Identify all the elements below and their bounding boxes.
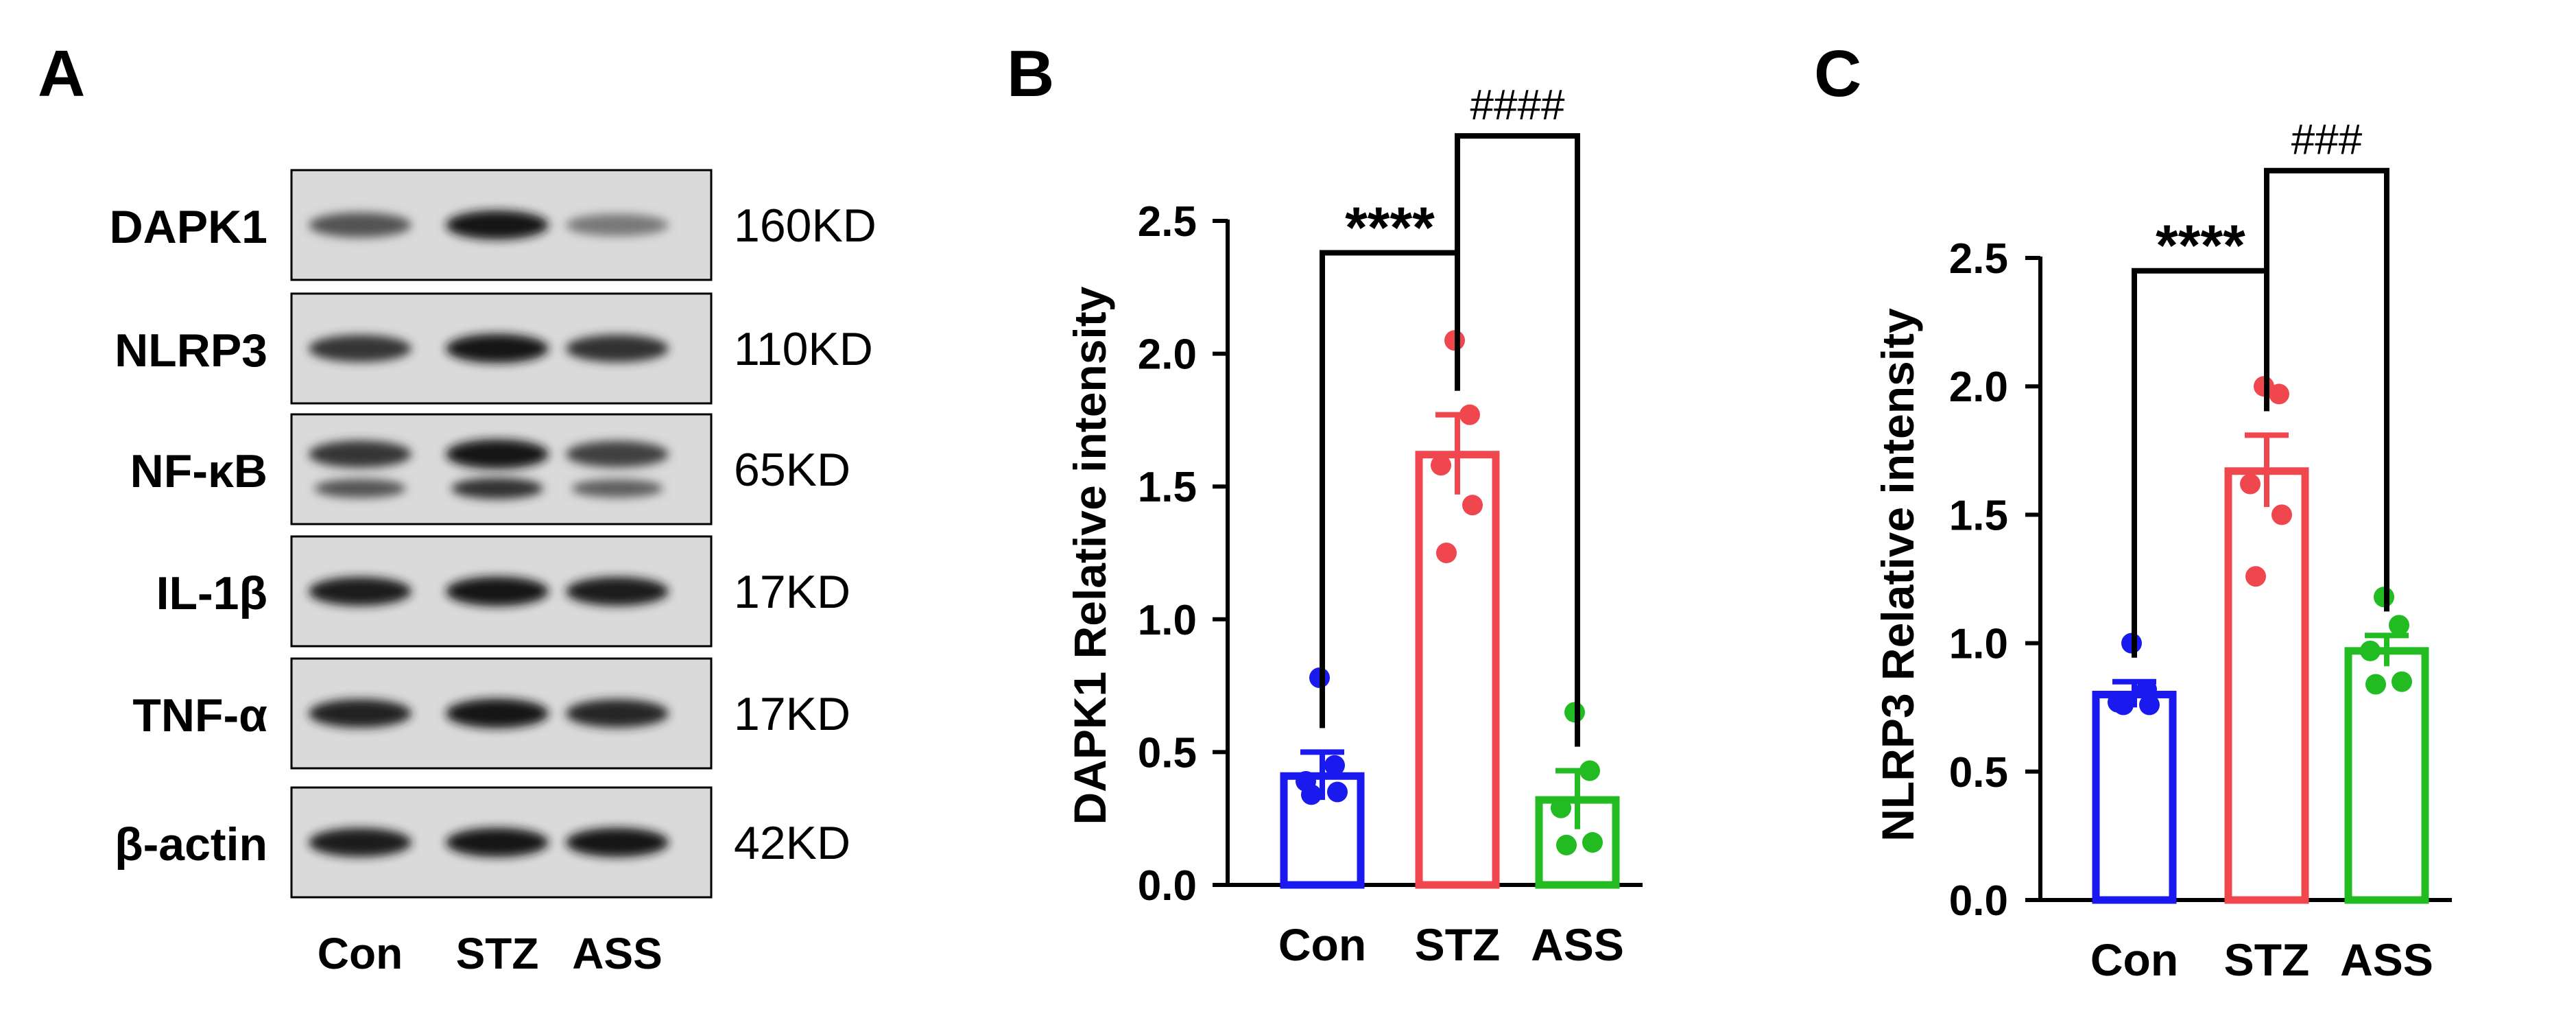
- y-axis-title: NLRP3 Relative intensity: [1872, 308, 1923, 842]
- blot-band: [566, 440, 669, 468]
- data-point: [1551, 797, 1571, 818]
- data-point: [2271, 504, 2292, 525]
- x-tick-label: ASS: [2340, 934, 2433, 985]
- protein-label: TNF-α: [132, 689, 267, 742]
- protein-label: NF-κB: [130, 445, 267, 497]
- significance-label: ####: [1470, 82, 1565, 129]
- data-point: [1301, 784, 1322, 805]
- blot-band-lower: [451, 477, 543, 499]
- significance-label: ****: [2156, 213, 2245, 278]
- data-point: [2360, 640, 2381, 661]
- lane-label: Con: [318, 929, 403, 978]
- blot-band: [309, 335, 412, 362]
- protein-label: β-actin: [115, 818, 267, 871]
- data-point: [2245, 566, 2266, 587]
- blot-band: [309, 577, 412, 606]
- y-tick-label: 0.5: [1138, 729, 1197, 777]
- lane-label: ASS: [572, 929, 663, 978]
- significance-bracket: [2264, 167, 2389, 612]
- y-tick-label: 0.0: [1949, 877, 2008, 925]
- blot-band: [446, 827, 549, 857]
- y-tick-label: 2.5: [1138, 198, 1197, 246]
- x-tick-label: STZ: [1415, 919, 1501, 970]
- blot-band: [446, 576, 549, 606]
- bar-ass: [2344, 647, 2429, 904]
- data-point: [2240, 473, 2261, 495]
- blot-band-lower: [314, 479, 406, 498]
- y-tick-label: 1.0: [1949, 621, 2008, 668]
- data-point: [2365, 674, 2386, 695]
- bar-stz: [1415, 451, 1500, 889]
- data-point: [2139, 694, 2160, 715]
- blot-band: [566, 335, 669, 362]
- blot-band: [309, 828, 412, 857]
- y-tick-label: 0.5: [1949, 749, 2008, 796]
- significance-bracket: [2132, 268, 2269, 658]
- size-label: 160KD: [734, 200, 876, 252]
- data-point: [1582, 832, 1603, 853]
- size-label: 17KD: [734, 688, 850, 740]
- significance-bracket: [1455, 133, 1580, 747]
- x-tick-label: Con: [2090, 934, 2178, 985]
- blot-band: [446, 439, 549, 469]
- blot-band: [566, 827, 669, 857]
- y-tick-label: 1.5: [1138, 464, 1197, 511]
- blot-band: [446, 210, 549, 240]
- blot-band-lower: [571, 479, 663, 498]
- data-point: [1327, 781, 1348, 803]
- data-point: [1324, 755, 1345, 776]
- blot-band: [309, 440, 412, 468]
- size-label: 110KD: [734, 323, 873, 375]
- x-tick-label: Con: [1278, 919, 1366, 970]
- significance-bracket: [1320, 250, 1460, 729]
- dapk1-intensity-chart: 0.0 0.5 1.0 1.5 2.0 2.5 DAPK1 Relative intensi…: [1064, 82, 1643, 970]
- data-point: [2389, 615, 2409, 636]
- y-tick-label: 1.5: [1949, 492, 2008, 539]
- panel-letter-c: C: [1814, 37, 1861, 110]
- data-point: [1579, 760, 1600, 781]
- data-point: [1431, 455, 1451, 476]
- data-point: [1436, 543, 1457, 563]
- blot-band: [446, 333, 549, 364]
- size-label: 17KD: [734, 566, 850, 618]
- blot-band: [566, 699, 669, 728]
- significance-label: ****: [1345, 195, 1435, 259]
- blot-band: [566, 577, 669, 606]
- data-point: [1459, 404, 1480, 425]
- lane-label: STZ: [456, 929, 539, 978]
- bar-stz: [2224, 467, 2309, 904]
- significance-label: ###: [2291, 117, 2363, 164]
- blot-band: [566, 213, 669, 237]
- data-point: [1556, 834, 1577, 855]
- y-tick-label: 0.0: [1138, 862, 1197, 910]
- western-blot-panel: DAPK1 160KD NLRP3 110KD NF-κB 65KD IL-1β 17KD TN…: [110, 169, 876, 978]
- data-point: [2113, 694, 2134, 715]
- panel-letter-b: B: [1007, 37, 1054, 110]
- data-point: [2136, 678, 2157, 700]
- protein-label: IL-1β: [156, 567, 267, 619]
- y-tick-label: 2.0: [1949, 364, 2008, 411]
- size-label: 65KD: [734, 444, 850, 496]
- panel-letter-a: A: [38, 37, 85, 110]
- data-point: [2392, 671, 2412, 692]
- size-label: 42KD: [734, 817, 850, 869]
- y-tick-label: 2.5: [1949, 235, 2008, 283]
- protein-label: DAPK1: [110, 201, 268, 253]
- y-tick-label: 2.0: [1138, 331, 1197, 379]
- blot-band: [309, 212, 412, 238]
- protein-label: NLRP3: [115, 324, 267, 377]
- x-tick-label: STZ: [2224, 934, 2310, 985]
- data-point: [1462, 495, 1483, 516]
- x-tick-label: ASS: [1531, 919, 1624, 970]
- y-axis-title: DAPK1 Relative intensity: [1064, 286, 1115, 825]
- bar-con: [2092, 690, 2177, 904]
- blot-band: [446, 698, 549, 729]
- blot-strip: [290, 413, 713, 525]
- data-point: [2269, 383, 2289, 405]
- blot-band: [309, 699, 412, 728]
- nlrp3-intensity-chart: 0.0 0.5 1.0 1.5 2.0 2.5 NLRP3 Relative intensi…: [1872, 117, 2452, 985]
- y-tick-label: 1.0: [1138, 597, 1197, 644]
